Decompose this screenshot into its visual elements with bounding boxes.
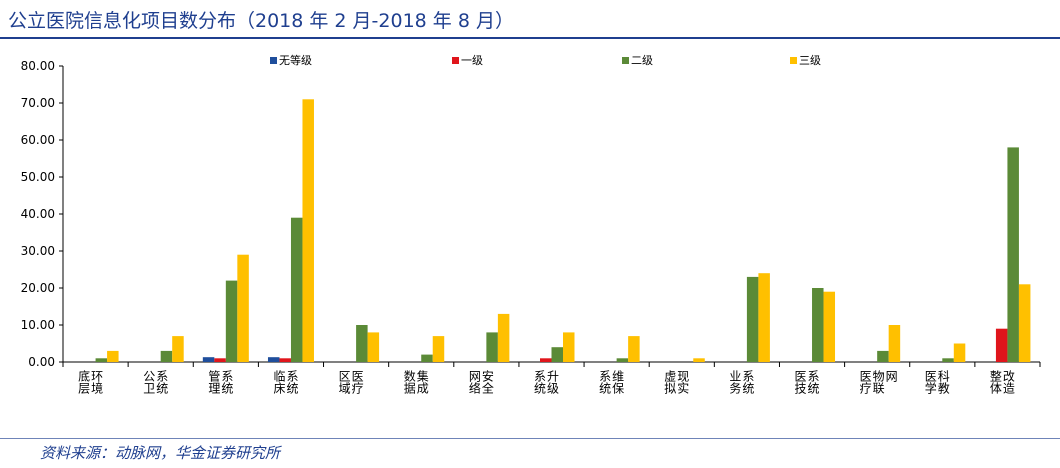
y-tick-label: 50.00 xyxy=(21,170,55,184)
legend-swatch xyxy=(270,57,277,64)
bar xyxy=(616,358,629,362)
x-tick-label: 临床 xyxy=(272,370,286,394)
x-tick-label: 改造 xyxy=(1001,370,1015,394)
legend-swatch xyxy=(790,57,797,64)
x-tick-label: 业务 xyxy=(728,370,742,394)
x-tick-label: 升级 xyxy=(546,370,560,394)
x-tick-label: 医学 xyxy=(923,370,937,394)
bar xyxy=(486,332,498,362)
title-divider xyxy=(0,37,1060,39)
x-tick-label: 管理 xyxy=(207,369,221,394)
bar xyxy=(1018,284,1031,362)
bar xyxy=(995,328,1008,362)
x-tick-label: 环境 xyxy=(90,370,104,394)
legend-swatch xyxy=(622,57,629,64)
bar xyxy=(758,273,770,362)
y-tick-label: 30.00 xyxy=(21,244,55,258)
x-tick-label: 维保 xyxy=(611,370,625,394)
bar xyxy=(432,336,445,362)
legend-label: 二级 xyxy=(631,54,653,67)
x-tick-label: 公卫 xyxy=(142,370,156,394)
x-tick-label: 系统 xyxy=(806,370,820,394)
bar xyxy=(421,354,433,362)
bar xyxy=(95,358,108,362)
y-tick-label: 40.00 xyxy=(21,207,55,221)
bar xyxy=(497,313,510,362)
bar xyxy=(302,99,314,363)
bar xyxy=(812,288,824,362)
bar xyxy=(172,336,184,362)
x-tick-label: 科教 xyxy=(936,370,950,395)
x-tick-label: 医疗 xyxy=(350,370,364,395)
legend-label: 三级 xyxy=(799,54,821,67)
y-tick-label: 80.00 xyxy=(21,59,55,73)
bar xyxy=(877,350,889,362)
footer-divider xyxy=(0,438,1060,439)
y-tick-label: 10.00 xyxy=(21,318,55,332)
bar xyxy=(628,336,640,362)
x-tick-label: 底层 xyxy=(77,369,91,395)
legend-label: 无等级 xyxy=(279,53,312,67)
legend-swatch xyxy=(452,57,459,64)
y-tick-label: 60.00 xyxy=(21,133,55,147)
x-tick-label: 系统 xyxy=(598,370,612,394)
legend-label: 一级 xyxy=(461,54,483,67)
bar xyxy=(160,350,173,362)
x-tick-label: 医技 xyxy=(793,370,807,394)
x-tick-label: 系统 xyxy=(155,370,169,394)
bar xyxy=(953,343,966,362)
bar xyxy=(1007,147,1019,362)
bar xyxy=(237,254,249,362)
bar xyxy=(356,325,368,362)
bar xyxy=(540,358,552,362)
x-tick-label: 网络 xyxy=(467,370,481,394)
x-tick-label: 系统 xyxy=(285,370,299,394)
bar xyxy=(290,217,303,362)
y-tick-label: 20.00 xyxy=(21,281,55,295)
x-tick-label: 物联 xyxy=(871,370,885,395)
bar xyxy=(563,332,575,362)
bar xyxy=(107,350,119,362)
x-tick-label: 安全 xyxy=(480,369,494,394)
source-note: 资料来源：动脉网，华金证券研究所 xyxy=(40,444,281,462)
x-tick-label: 数据 xyxy=(402,369,416,395)
bar xyxy=(267,357,280,362)
bar-chart: 0.00 10.00 20.00 30.00 40.00 50.00 60.00 70.00 8… xyxy=(21,53,1041,395)
bar xyxy=(746,276,759,362)
bar xyxy=(823,291,836,362)
x-tick-label: 系统 xyxy=(741,370,755,394)
x-tick-label: 系统 xyxy=(533,370,547,394)
bar xyxy=(888,325,901,362)
x-tick-label: 现实 xyxy=(676,370,690,394)
bar xyxy=(942,358,954,362)
x-tick-label: 虚拟 xyxy=(663,370,677,394)
x-tick-label: 整体 xyxy=(988,369,1002,395)
x-tick-label: 区域 xyxy=(337,370,351,394)
x-tick-label: 系统 xyxy=(220,370,234,394)
bar xyxy=(279,358,291,362)
bar xyxy=(367,332,380,362)
x-tick-label: 网 xyxy=(884,370,898,382)
x-tick-label: 集成 xyxy=(415,369,429,395)
y-tick-label: 70.00 xyxy=(21,96,55,110)
bar xyxy=(693,358,705,362)
y-tick-label: 0.00 xyxy=(28,355,55,369)
x-tick-label: 医疗 xyxy=(858,370,872,395)
bar xyxy=(214,358,226,362)
bar xyxy=(551,347,563,362)
chart-title: 公立医院信息化项目数分布（2018 年 2 月-2018 年 8 月） xyxy=(8,10,514,32)
bar xyxy=(202,357,215,362)
bar xyxy=(225,280,238,362)
